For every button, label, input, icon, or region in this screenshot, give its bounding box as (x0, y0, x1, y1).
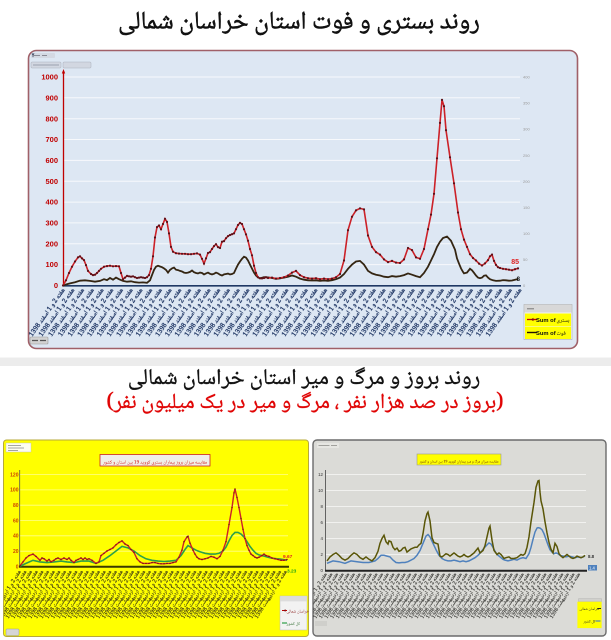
svg-text:50: 50 (523, 257, 528, 262)
svg-text:100: 100 (10, 488, 19, 494)
svg-text:0: 0 (321, 568, 324, 573)
svg-text:8: 8 (321, 504, 324, 509)
svg-text:0: 0 (523, 283, 526, 288)
svg-text:350: 350 (523, 101, 530, 106)
svg-text:Sum of: Sum of (536, 331, 556, 337)
svg-text:250: 250 (523, 153, 530, 158)
svg-text:20: 20 (13, 549, 19, 555)
svg-text:150: 150 (523, 205, 530, 210)
svg-text:8.8: 8.8 (588, 554, 595, 559)
svg-text:200: 200 (523, 179, 530, 184)
svg-text:800: 800 (45, 114, 58, 123)
svg-text:200: 200 (45, 239, 58, 248)
svg-text:60: 60 (13, 518, 19, 524)
svg-text:0: 0 (16, 564, 19, 570)
svg-text:500: 500 (45, 177, 58, 186)
svg-text:Sum of: Sum of (536, 318, 556, 324)
svg-text:300: 300 (45, 219, 58, 228)
svg-text:120: 120 (10, 472, 19, 478)
svg-text:85: 85 (511, 259, 519, 266)
svg-text:400: 400 (45, 198, 58, 207)
svg-text:100: 100 (523, 231, 530, 236)
svg-text:1.4: 1.4 (589, 566, 595, 571)
svg-text:80: 80 (13, 503, 19, 509)
svg-text:900: 900 (45, 93, 58, 102)
svg-text:4: 4 (321, 536, 324, 541)
svg-text:100: 100 (45, 260, 58, 269)
svg-text:1000: 1000 (41, 73, 58, 82)
svg-text:9.67: 9.67 (283, 554, 293, 560)
svg-text:3.23: 3.23 (287, 569, 297, 575)
svg-text:300: 300 (523, 127, 530, 132)
svg-text:8: 8 (517, 277, 521, 283)
svg-text:12: 12 (318, 472, 323, 477)
svg-text:40: 40 (13, 534, 19, 540)
svg-text:2: 2 (321, 552, 324, 557)
svg-text:400: 400 (523, 75, 530, 80)
svg-text:6: 6 (321, 520, 324, 525)
svg-text:10: 10 (318, 488, 323, 493)
svg-text:700: 700 (45, 135, 58, 144)
svg-text:600: 600 (45, 156, 58, 165)
svg-text:0: 0 (54, 281, 58, 290)
